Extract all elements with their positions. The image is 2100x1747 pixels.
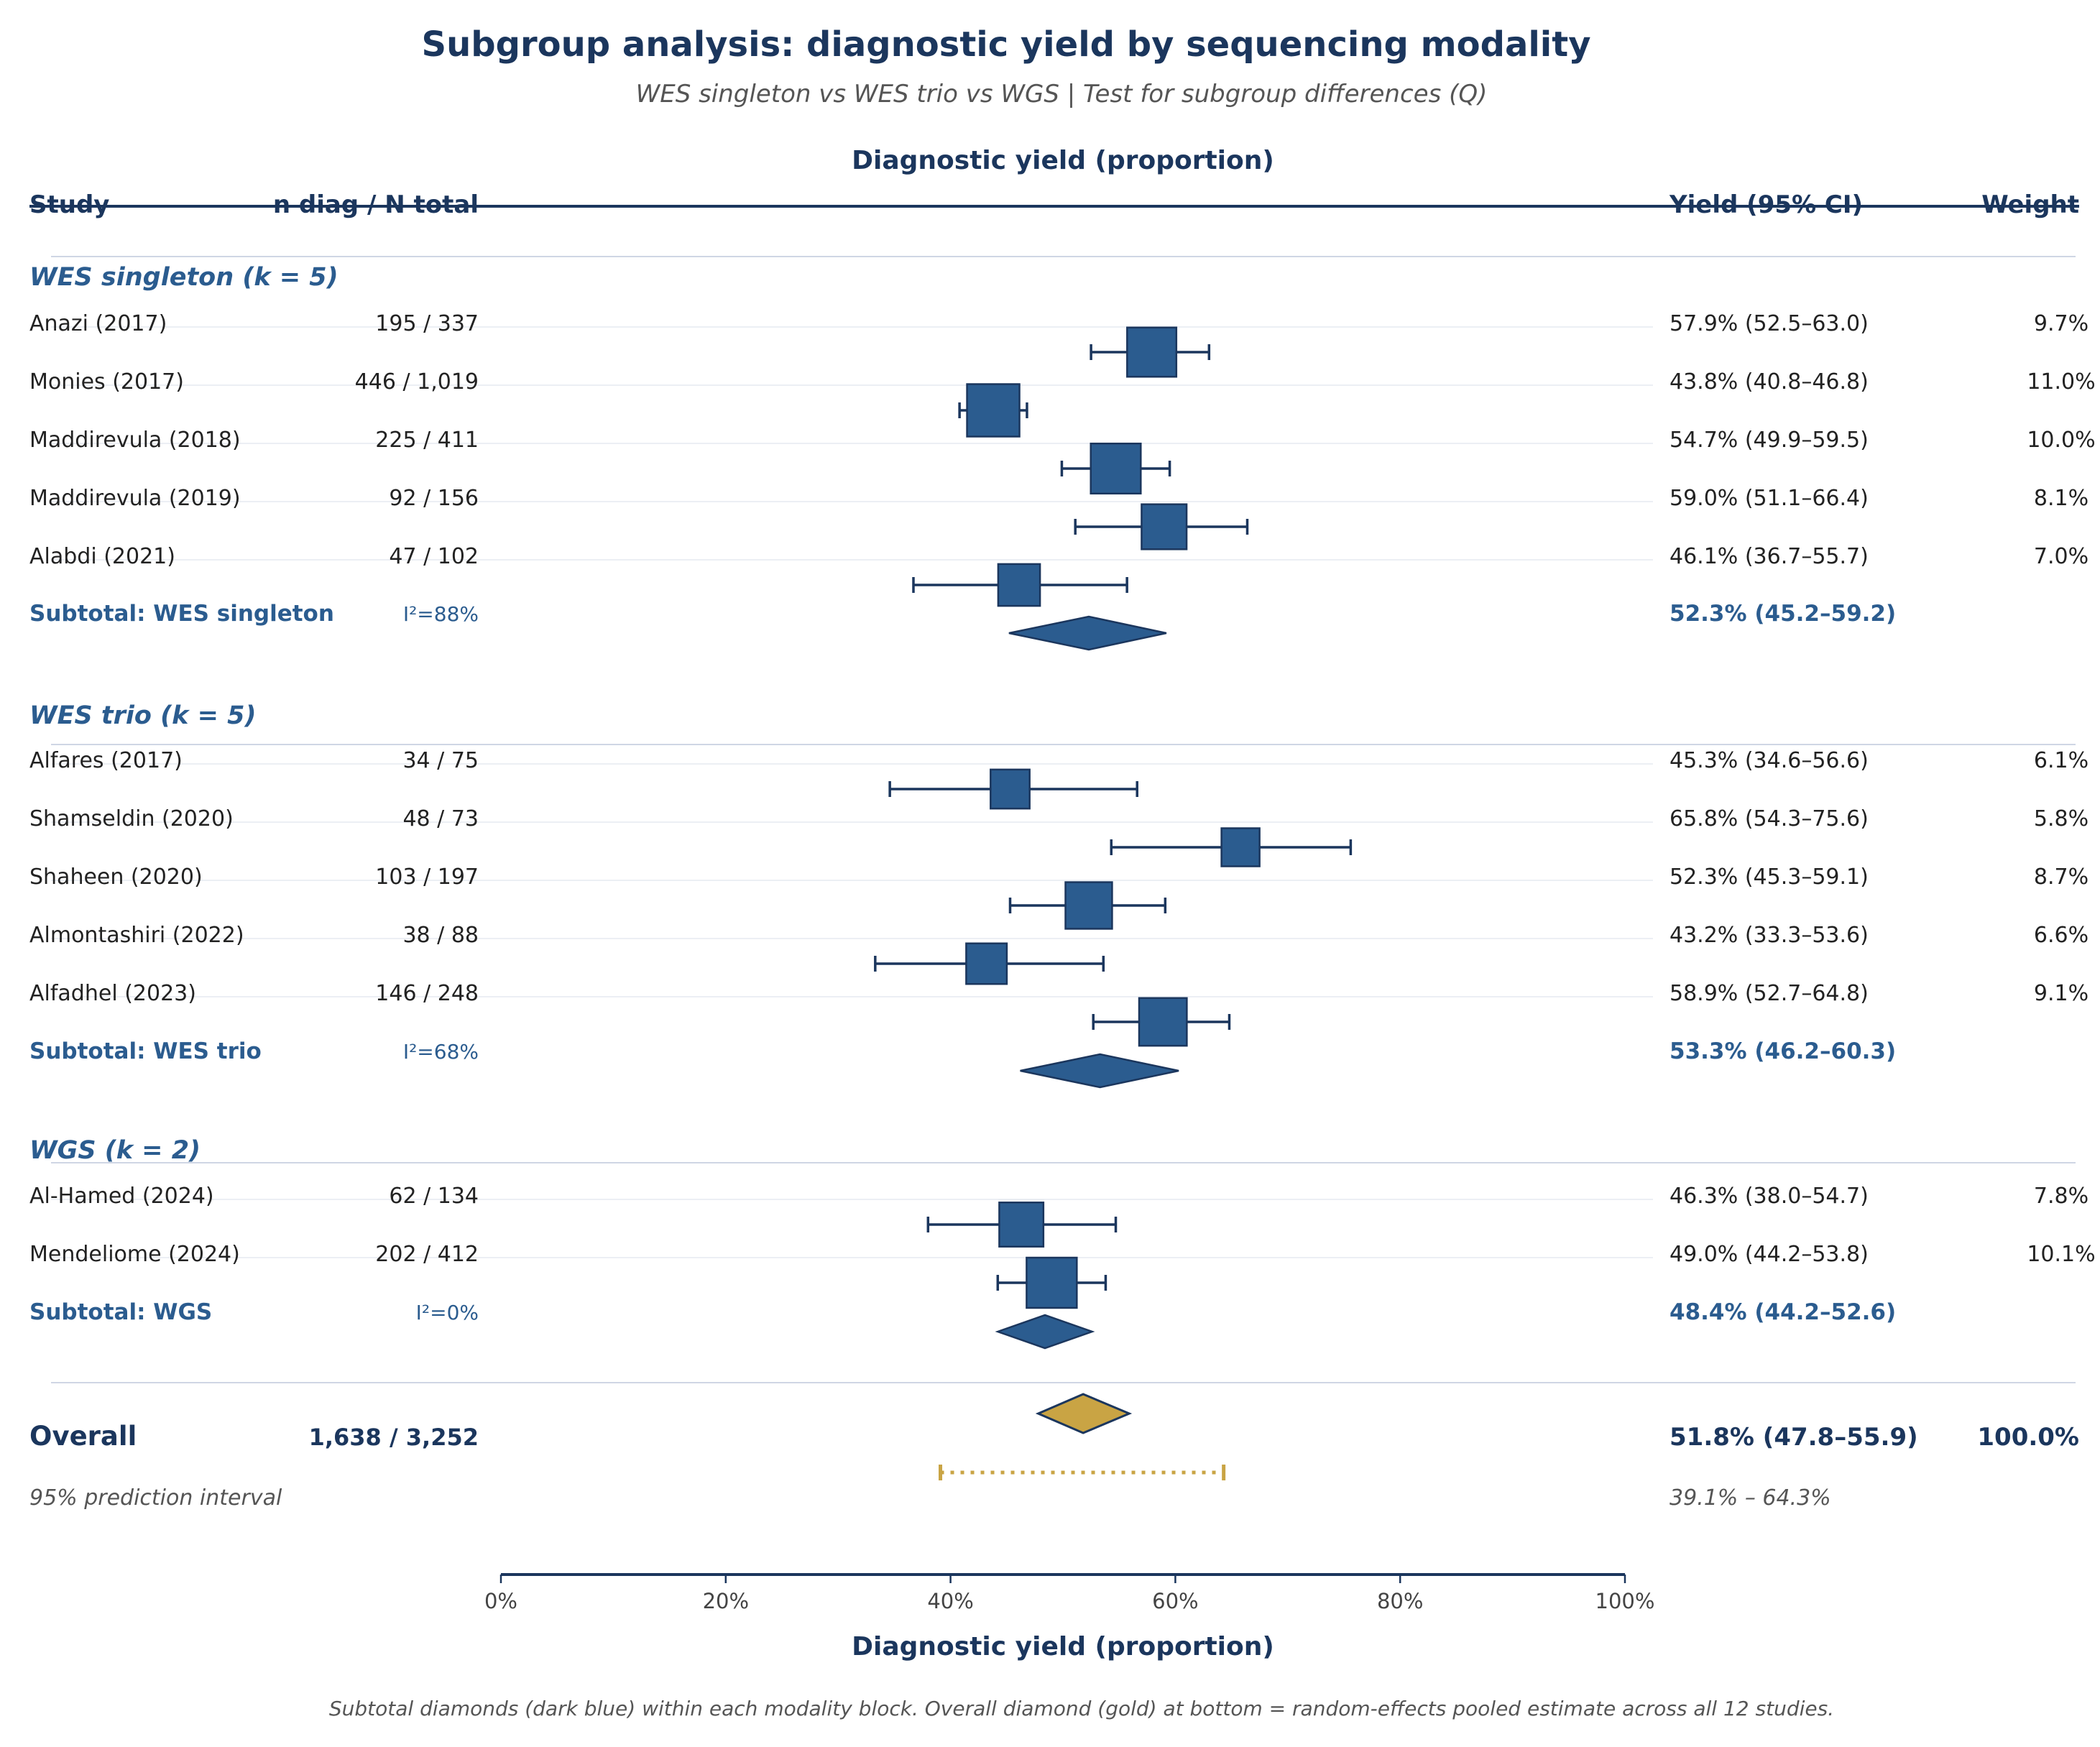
x-tick-label: 40% xyxy=(927,1589,973,1613)
axis-top-label: Diagnostic yield (proportion) xyxy=(852,146,1274,175)
study-yield: 52.3% (45.3–59.1) xyxy=(1670,865,1869,890)
study-estimate-marker xyxy=(965,942,1008,985)
subtotal-yield: 53.3% (46.2–60.3) xyxy=(1670,1038,1896,1064)
study-name: Shaheen (2020) xyxy=(29,865,203,890)
subtotal-i2: I²=0% xyxy=(416,1301,479,1324)
overall-label: Overall xyxy=(29,1421,137,1452)
subtotal-diamond xyxy=(1008,615,1167,651)
study-name: Mendeliome (2024) xyxy=(29,1242,240,1267)
x-tick-label: 80% xyxy=(1377,1589,1423,1613)
study-estimate-marker xyxy=(1026,1256,1078,1309)
chart-title: Subgroup analysis: diagnostic yield by s… xyxy=(422,24,1591,65)
subtotal-diamond xyxy=(1020,1053,1179,1089)
study-counts: 47 / 102 xyxy=(389,544,479,569)
forest-rows: WES singleton (k = 5) Anazi (2017) 195 / 3… xyxy=(29,256,2096,1511)
x-tick-label: 100% xyxy=(1595,1589,1655,1613)
study-name: Maddirevula (2019) xyxy=(29,486,241,511)
study-counts: 103 / 197 xyxy=(375,865,479,890)
study-weight: 6.1% xyxy=(2034,748,2089,773)
subtotal-label: Subtotal: WES trio xyxy=(29,1038,262,1064)
study-name: Shamseldin (2020) xyxy=(29,806,234,831)
study-counts: 62 / 134 xyxy=(389,1184,479,1209)
study-estimate-marker xyxy=(1064,881,1113,930)
x-tick-label: 0% xyxy=(484,1589,517,1613)
x-tick-label: 20% xyxy=(703,1589,749,1613)
study-name: Maddirevula (2018) xyxy=(29,428,241,453)
x-tick-label: 60% xyxy=(1152,1589,1198,1613)
overall-diamond xyxy=(1035,1393,1133,1434)
study-weight: 9.7% xyxy=(2034,311,2089,336)
study-counts: 92 / 156 xyxy=(389,486,479,511)
x-axis: 0% 20% 40% 60% 80% 100% xyxy=(484,1573,1655,1613)
study-counts: 202 / 412 xyxy=(375,1242,479,1267)
study-name: Alfadhel (2023) xyxy=(29,981,196,1006)
study-weight: 11.0% xyxy=(2027,369,2095,395)
group-label: WES trio (k = 5) xyxy=(29,701,256,730)
study-yield: 43.8% (40.8–46.8) xyxy=(1670,369,1869,395)
study-name: Al-Hamed (2024) xyxy=(29,1184,214,1209)
chart-subtitle: WES singleton vs WES trio vs WGS | Test … xyxy=(636,80,1488,109)
study-counts: 446 / 1,019 xyxy=(355,369,479,395)
subtotal-i2: I²=88% xyxy=(403,602,479,626)
study-yield: 45.3% (34.6–56.6) xyxy=(1670,748,1869,773)
study-weight: 9.1% xyxy=(2034,981,2089,1006)
prediction-interval-value: 39.1% – 64.3% xyxy=(1670,1485,1831,1511)
study-yield: 46.3% (38.0–54.7) xyxy=(1670,1184,1869,1209)
study-counts: 48 / 73 xyxy=(402,806,479,831)
study-name: Anazi (2017) xyxy=(29,311,167,336)
study-name: Alfares (2017) xyxy=(29,748,183,773)
study-weight: 5.8% xyxy=(2034,806,2089,831)
subtotal-i2: I²=68% xyxy=(403,1040,479,1064)
study-counts: 38 / 88 xyxy=(402,923,479,948)
study-weight: 10.1% xyxy=(2027,1242,2095,1267)
study-yield: 59.0% (51.1–66.4) xyxy=(1670,486,1869,511)
study-yield: 46.1% (36.7–55.7) xyxy=(1670,544,1869,569)
study-weight: 8.7% xyxy=(2034,865,2089,890)
group-label: WES singleton (k = 5) xyxy=(29,263,339,292)
overall-yield: 51.8% (47.8–55.9) xyxy=(1670,1423,1918,1452)
study-counts: 146 / 248 xyxy=(375,981,479,1006)
subtotal-label: Subtotal: WES singleton xyxy=(29,601,334,627)
study-estimate-marker xyxy=(997,563,1041,607)
study-name: Monies (2017) xyxy=(29,369,184,395)
study-estimate-marker xyxy=(1090,442,1142,495)
study-yield: 57.9% (52.5–63.0) xyxy=(1670,311,1869,336)
x-axis-title: Diagnostic yield (proportion) xyxy=(852,1632,1274,1661)
study-estimate-marker xyxy=(998,1202,1045,1248)
study-estimate-marker xyxy=(1138,997,1188,1047)
study-weight: 8.1% xyxy=(2034,486,2089,511)
study-yield: 43.2% (33.3–53.6) xyxy=(1670,923,1869,948)
study-counts: 225 / 411 xyxy=(375,428,479,453)
study-estimate-marker xyxy=(1141,503,1188,550)
study-yield: 58.9% (52.7–64.8) xyxy=(1670,981,1869,1006)
study-weight: 10.0% xyxy=(2027,428,2095,453)
group-label: WGS (k = 2) xyxy=(29,1136,201,1165)
overall-weight: 100.0% xyxy=(1977,1423,2079,1452)
study-name: Alabdi (2021) xyxy=(29,544,175,569)
study-yield: 65.8% (54.3–75.6) xyxy=(1670,806,1869,831)
study-weight: 6.6% xyxy=(2034,923,2089,948)
subtotal-yield: 48.4% (44.2–52.6) xyxy=(1670,1299,1896,1325)
study-yield: 54.7% (49.9–59.5) xyxy=(1670,428,1869,453)
study-yield: 49.0% (44.2–53.8) xyxy=(1670,1242,1869,1267)
study-estimate-marker xyxy=(1220,827,1261,867)
prediction-interval-label: 95% prediction interval xyxy=(29,1485,282,1511)
subtotal-yield: 52.3% (45.2–59.2) xyxy=(1670,601,1896,627)
footnote: Subtotal diamonds (dark blue) within eac… xyxy=(329,1697,1834,1720)
subtotal-diamond xyxy=(995,1314,1095,1350)
study-counts: 195 / 337 xyxy=(375,311,479,336)
study-weight: 7.0% xyxy=(2034,544,2089,569)
study-name: Almontashiri (2022) xyxy=(29,923,244,948)
overall-counts: 1,638 / 3,252 xyxy=(309,1424,479,1451)
study-estimate-marker xyxy=(990,768,1031,810)
study-estimate-marker xyxy=(966,383,1021,438)
study-weight: 7.8% xyxy=(2034,1184,2089,1209)
study-estimate-marker xyxy=(1126,326,1178,378)
subtotal-label: Subtotal: WGS xyxy=(29,1299,212,1325)
study-counts: 34 / 75 xyxy=(402,748,479,773)
